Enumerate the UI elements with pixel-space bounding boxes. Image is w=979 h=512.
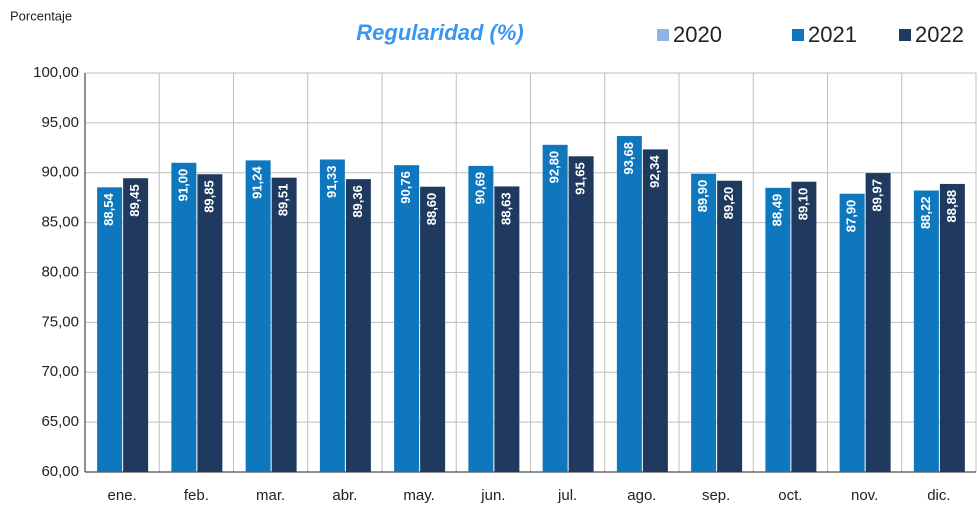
x-tick-label: nov.	[851, 487, 878, 504]
x-tick-label: mar.	[256, 487, 285, 504]
value-label: 91,24	[250, 166, 265, 199]
x-tick-label: sep.	[702, 487, 730, 504]
bar	[839, 193, 865, 472]
value-label: 89,85	[201, 180, 216, 213]
x-tick-label: oct.	[778, 487, 802, 504]
value-label: 90,76	[398, 171, 413, 204]
bar	[319, 159, 345, 472]
bar	[345, 179, 371, 472]
value-label: 89,45	[127, 184, 142, 217]
bar	[420, 186, 446, 472]
bar	[271, 177, 297, 472]
value-label: 92,80	[547, 151, 562, 184]
bar	[245, 160, 271, 473]
value-label: 91,33	[324, 165, 339, 198]
value-label: 93,68	[621, 142, 636, 175]
bar	[865, 173, 891, 472]
x-tick-label: dic.	[927, 487, 950, 504]
y-tick-label: 85,00	[41, 214, 79, 231]
y-axis-label: Porcentaje	[10, 8, 72, 23]
value-label: 88,88	[944, 190, 959, 223]
legend-label: 2020	[673, 22, 722, 47]
y-tick-label: 65,00	[41, 413, 79, 430]
x-tick-label: jul.	[557, 487, 577, 504]
legend-swatch	[792, 29, 804, 41]
value-label: 89,36	[350, 185, 365, 218]
legend-swatch	[899, 29, 911, 41]
bar	[765, 187, 791, 472]
bar	[97, 187, 123, 472]
bar	[394, 165, 420, 472]
legend-label: 2021	[808, 22, 857, 47]
value-label: 88,60	[424, 193, 439, 226]
y-tick-label: 90,00	[41, 164, 79, 181]
value-label: 89,97	[870, 179, 885, 212]
value-label: 89,10	[795, 188, 810, 221]
value-label: 91,00	[175, 169, 190, 202]
bar	[123, 178, 149, 472]
y-tick-label: 60,00	[41, 463, 79, 480]
value-label: 88,54	[101, 193, 116, 226]
y-tick-label: 75,00	[41, 313, 79, 330]
value-label: 89,20	[721, 187, 736, 220]
value-label: 88,63	[498, 192, 513, 225]
legend-swatch	[657, 29, 669, 41]
value-label: 91,65	[573, 162, 588, 195]
bar	[691, 173, 717, 472]
x-tick-label: ago.	[627, 487, 656, 504]
value-label: 88,49	[769, 194, 784, 227]
bar	[568, 156, 594, 472]
bar	[494, 186, 520, 472]
bar	[913, 190, 939, 472]
y-tick-label: 80,00	[41, 263, 79, 280]
value-label: 89,51	[276, 184, 291, 217]
legend-label: 2022	[915, 22, 964, 47]
value-label: 92,34	[647, 155, 662, 188]
x-tick-label: ene.	[108, 487, 137, 504]
bar	[197, 174, 223, 472]
value-label: 87,90	[844, 200, 859, 233]
y-tick-label: 70,00	[41, 363, 79, 380]
bar	[939, 183, 965, 472]
x-tick-label: jun.	[480, 487, 505, 504]
bar	[642, 149, 668, 472]
value-label: 88,22	[918, 197, 933, 230]
y-tick-label: 95,00	[41, 114, 79, 131]
value-label: 90,69	[472, 172, 487, 205]
bar	[616, 136, 642, 473]
bar	[791, 181, 817, 473]
bar	[468, 165, 494, 472]
chart-title: Regularidad (%)	[356, 20, 523, 45]
value-label: 89,90	[695, 180, 710, 213]
bar	[171, 162, 197, 472]
x-tick-label: feb.	[184, 487, 209, 504]
bar	[542, 144, 568, 472]
bar	[717, 180, 743, 473]
x-tick-label: may.	[403, 487, 434, 504]
y-tick-label: 100,00	[33, 64, 79, 81]
x-tick-label: abr.	[332, 487, 357, 504]
